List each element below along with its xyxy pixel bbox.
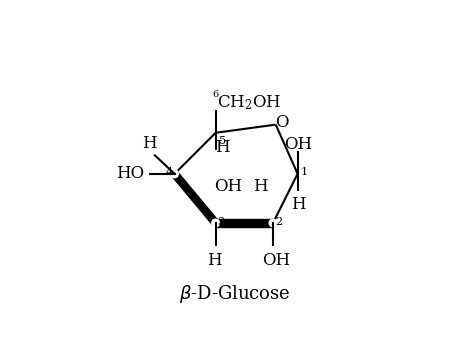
Polygon shape [172, 171, 219, 225]
Text: 3: 3 [217, 217, 224, 226]
Circle shape [171, 170, 178, 178]
Text: H: H [142, 135, 157, 152]
Text: O: O [275, 114, 289, 131]
Text: $\mathregular{CH_2OH}$: $\mathregular{CH_2OH}$ [217, 93, 282, 112]
Text: 5: 5 [219, 136, 226, 146]
Circle shape [212, 219, 219, 227]
Text: $\mathit{\beta}$-D-Glucose: $\mathit{\beta}$-D-Glucose [179, 283, 291, 305]
Text: OH: OH [214, 178, 242, 195]
Text: H: H [215, 140, 230, 156]
Text: H: H [291, 196, 306, 213]
Text: 2: 2 [276, 217, 283, 226]
Text: OH: OH [284, 136, 312, 153]
Text: 6: 6 [212, 90, 219, 99]
Text: 4: 4 [166, 166, 173, 177]
Polygon shape [216, 219, 273, 226]
Text: H: H [207, 252, 221, 269]
Circle shape [269, 219, 277, 227]
Text: OH: OH [262, 252, 290, 269]
Text: HO: HO [116, 165, 144, 182]
Text: 1: 1 [301, 168, 308, 178]
Text: H: H [254, 178, 268, 195]
